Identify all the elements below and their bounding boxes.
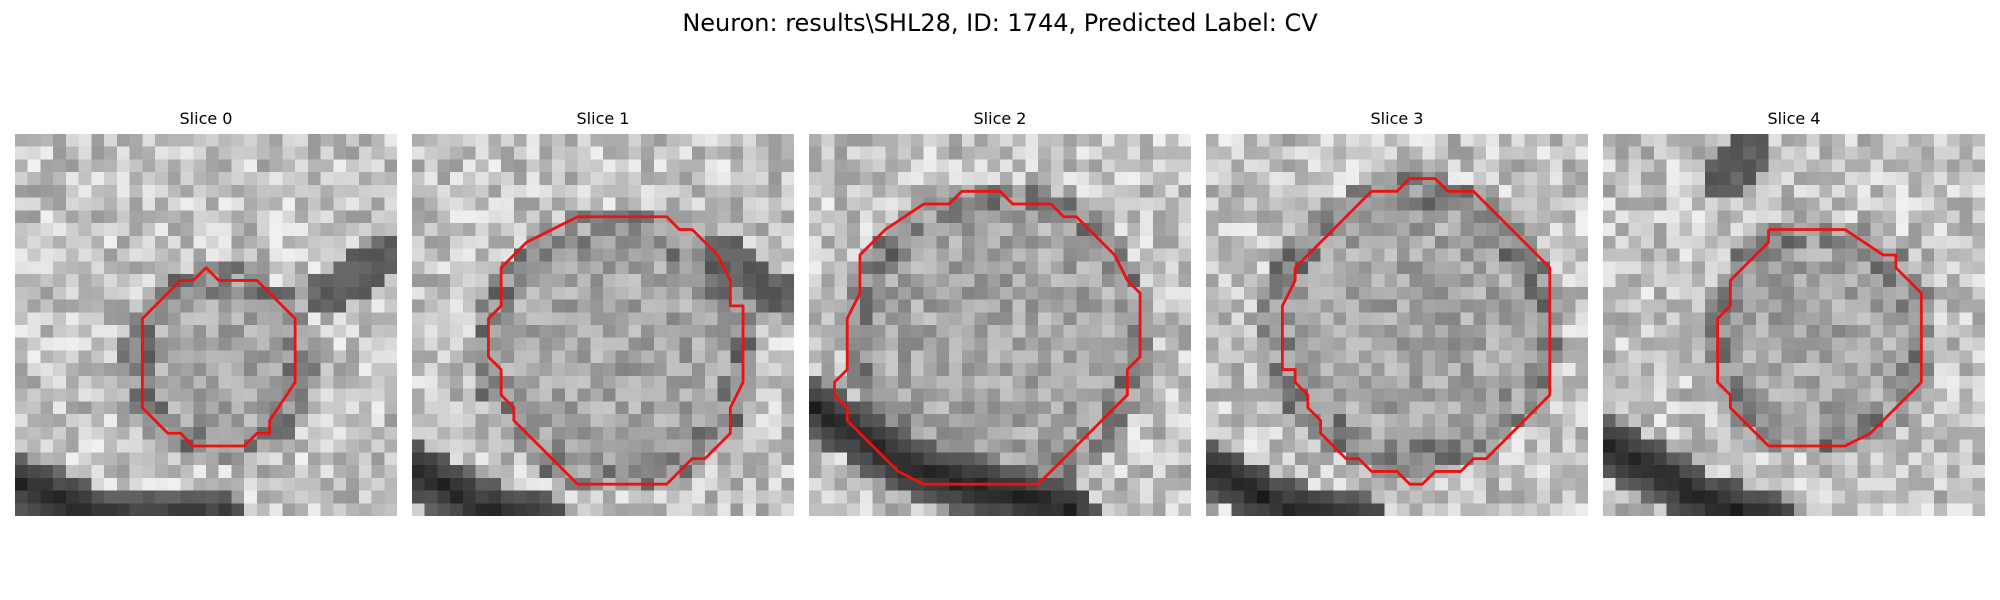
slice-image [1206, 134, 1588, 516]
slice-panel-1: Slice 1 [412, 108, 794, 516]
microscopy-image [412, 134, 794, 516]
contour-overlay [1280, 177, 1552, 486]
slice-title: Slice 4 [1767, 109, 1821, 128]
contour-overlay [140, 266, 297, 448]
slice-panel-2: Slice 2 [809, 108, 1191, 516]
slice-title: Slice 1 [576, 109, 630, 128]
figure-title: Neuron: results\SHL28, ID: 1744, Predict… [682, 9, 1318, 37]
contour-overlay [486, 215, 745, 486]
segmentation-contour [1716, 228, 1923, 448]
slice-panel-0: Slice 0 [15, 108, 397, 516]
segmentation-contour [486, 215, 745, 486]
contour-overlay [1716, 228, 1923, 448]
contour-overlay [833, 189, 1142, 486]
slice-title: Slice 2 [973, 109, 1027, 128]
microscopy-image [1206, 134, 1588, 516]
microscopy-image [15, 134, 397, 516]
microscopy-image [809, 134, 1191, 516]
slice-panel-4: Slice 4 [1603, 108, 1985, 516]
slice-image [1603, 134, 1985, 516]
segmentation-contour [833, 189, 1142, 486]
slice-image [15, 134, 397, 516]
slice-title: Slice 3 [1370, 109, 1424, 128]
slice-image [809, 134, 1191, 516]
slice-image [412, 134, 794, 516]
slice-title: Slice 0 [179, 109, 233, 128]
slice-panel-3: Slice 3 [1206, 108, 1588, 516]
segmentation-contour [1280, 177, 1552, 486]
segmentation-contour [140, 266, 297, 448]
